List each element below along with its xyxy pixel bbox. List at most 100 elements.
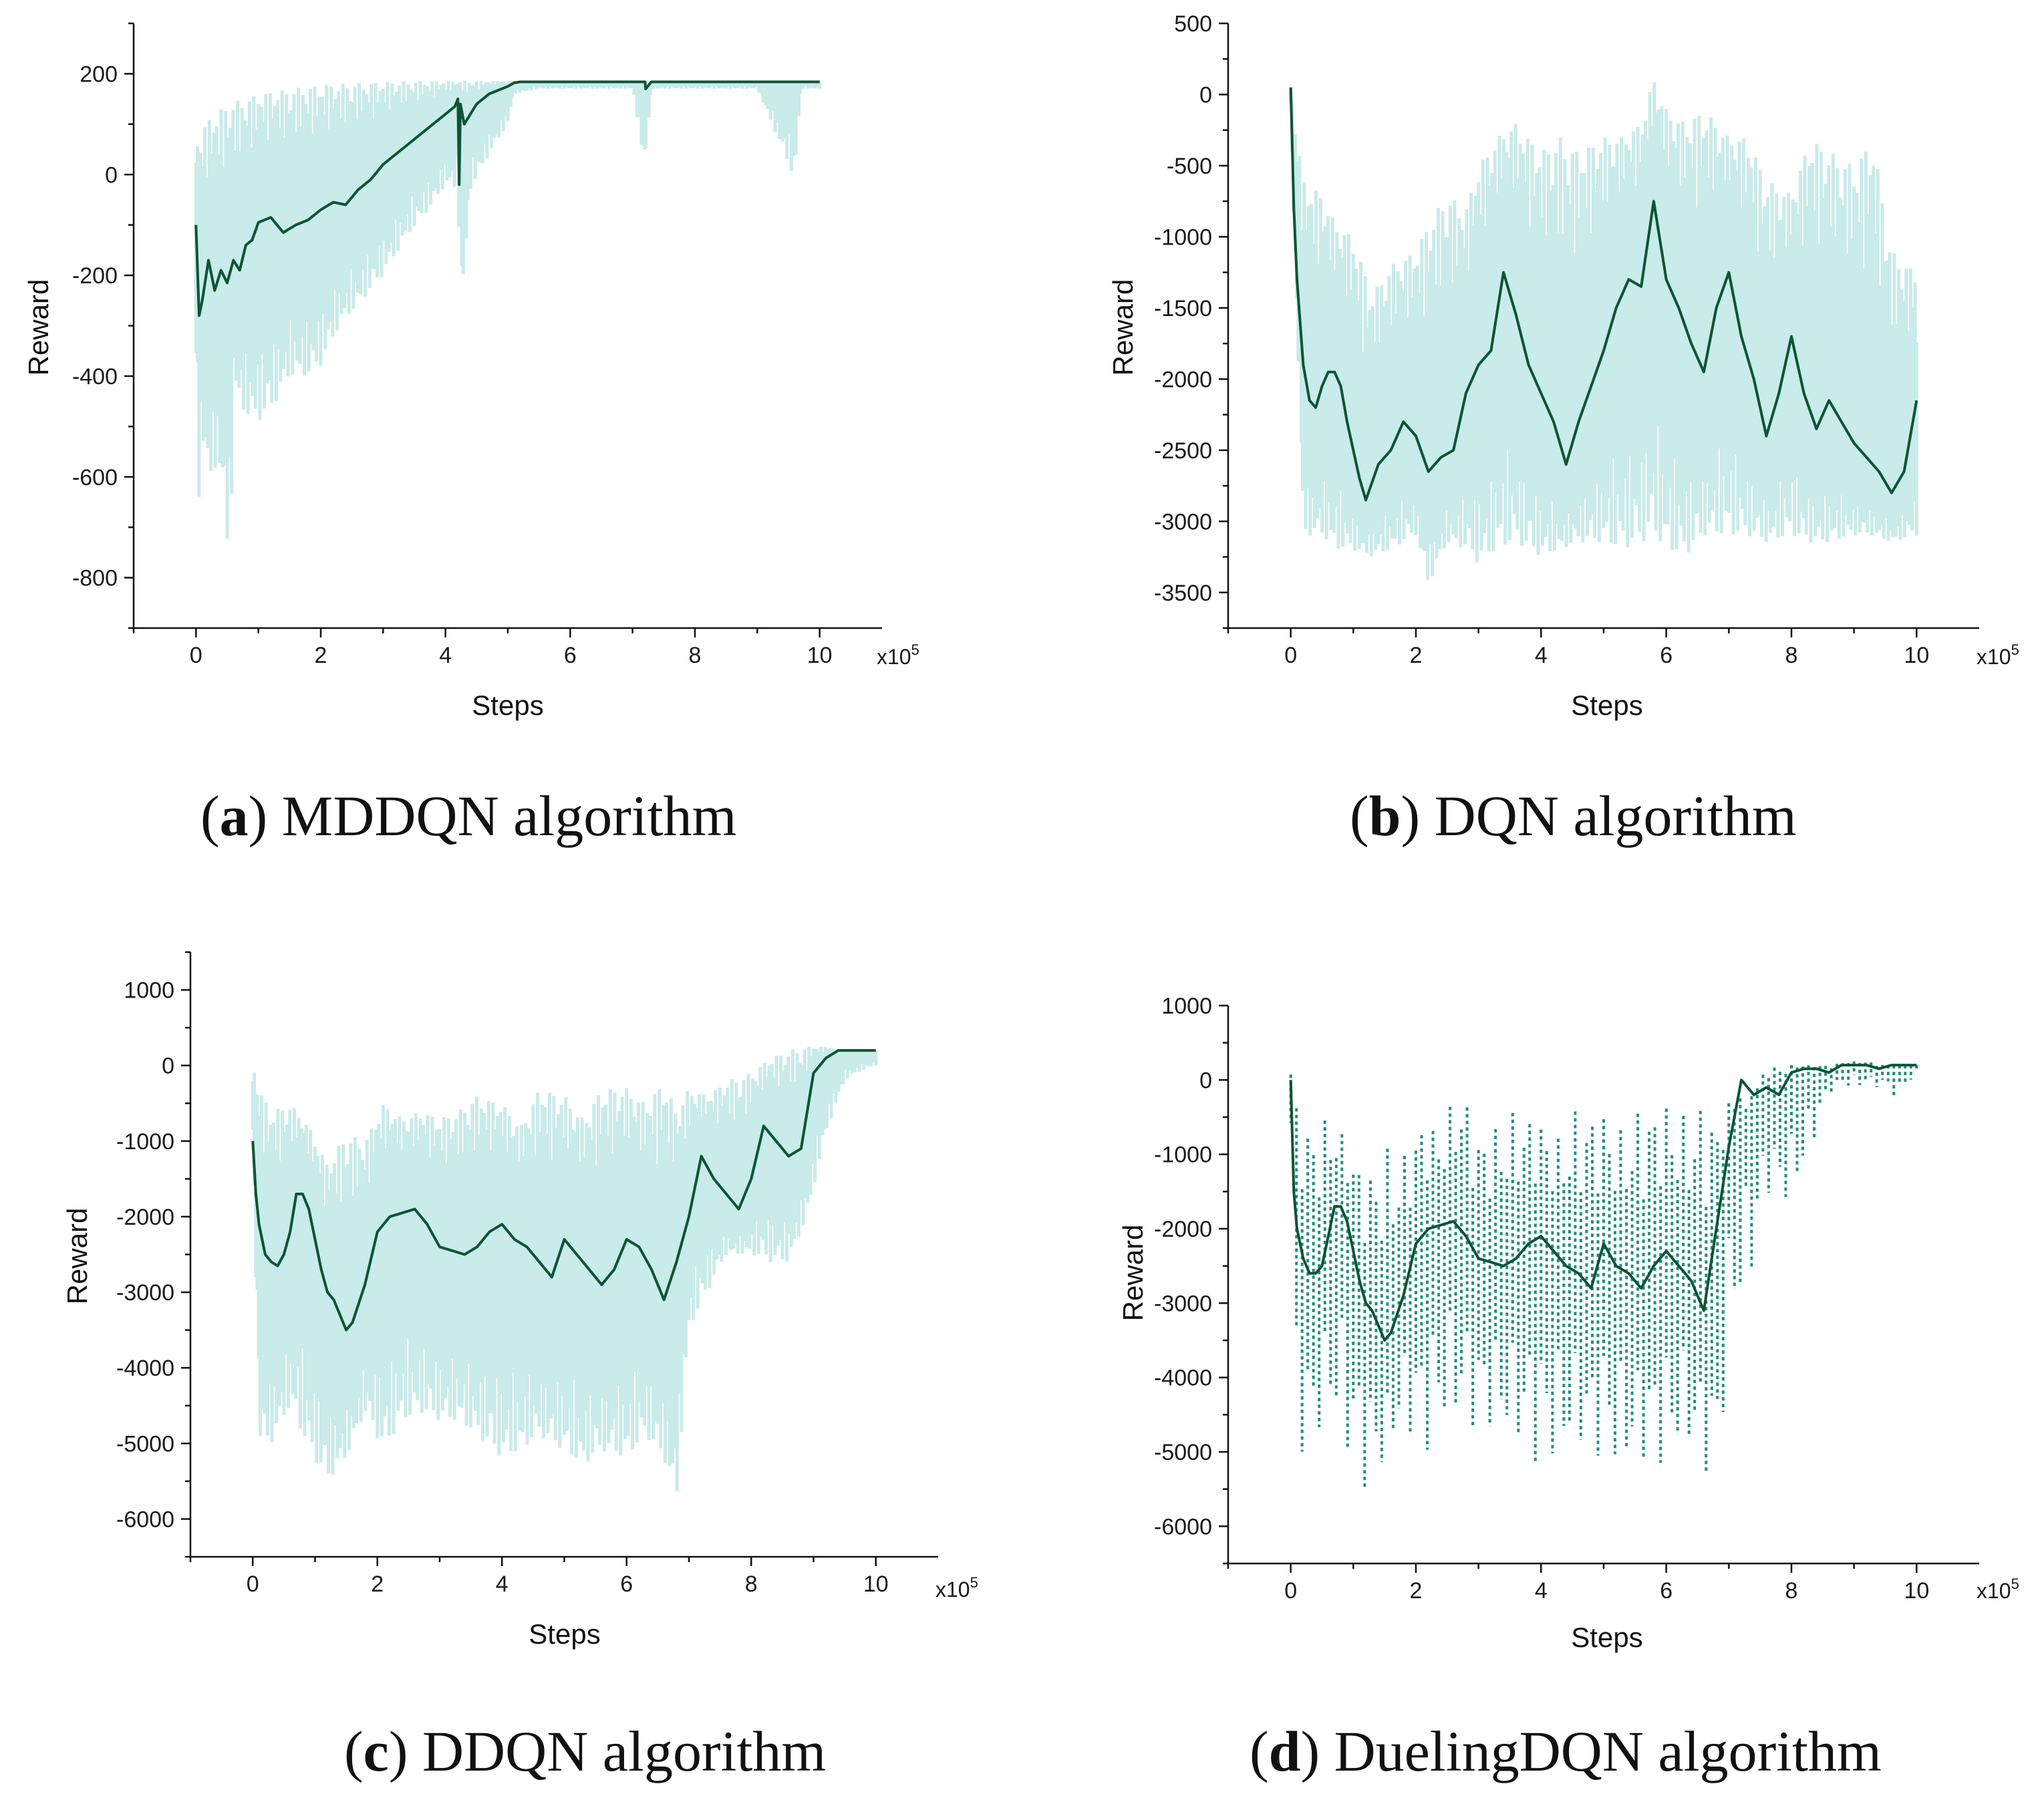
panel-d-xtick-label: 6 [1660, 1578, 1672, 1604]
panel-d-ytick-label: -3000 [1154, 1291, 1212, 1316]
panel-c-x-multiplier: x105 [935, 1574, 978, 1602]
panel-c-x-multiplier-exp: 5 [970, 1574, 978, 1591]
panel-a-ytick-label: -400 [72, 364, 118, 390]
panel-c-caption-text: DDQN algorithm [422, 1719, 826, 1783]
panel-a-xtick-label: 10 [807, 643, 833, 668]
panel-d-caption-letter: d [1269, 1719, 1301, 1783]
panel-d-x-multiplier: x105 [1977, 1576, 2019, 1603]
panel-c: 0 2 4 6 8 10 -6000 -5000 -4000 -3000 -2000 -1000 0 10… [61, 951, 978, 1783]
panel-b-xlabel: Steps [1571, 690, 1642, 721]
panel-d-mean-line [1289, 1064, 1917, 1342]
panel-a-xtick-label: 0 [190, 643, 202, 668]
panel-b-xtick-label: 10 [1904, 643, 1929, 668]
panel-a-xtick-label: 6 [564, 643, 577, 668]
panel-a: 0 2 4 6 8 10 -800 -600 -400 -200 0 200 Steps Reward… [23, 22, 919, 848]
panel-b-caption-text: DQN algorithm [1435, 784, 1797, 848]
panel-a-caption-text: MDDQN algorithm [282, 784, 737, 848]
panel-d-band-strokes [1289, 1061, 1918, 1487]
panel-d-ytick-label: -5000 [1154, 1440, 1212, 1465]
panel-a-x-multiplier-base: x10 [877, 645, 911, 669]
panel-d-plot: 0 2 4 6 8 10 -6000 -5000 -4000 -3000 -2000 -1000 0 10… [1154, 994, 1979, 1604]
panel-d-ytick-label: 0 [1199, 1068, 1212, 1093]
panel-b-plot: 0 2 4 6 8 10 -3500 -3000 -2500 -2000 -1500 -1000 -50… [1154, 11, 1979, 668]
panel-d-ytick-label: -1000 [1154, 1143, 1212, 1168]
panel-b-xtick-label: 4 [1535, 643, 1548, 668]
panel-d-xtick-label: 0 [1284, 1578, 1297, 1604]
panel-b-ytick-label: -500 [1167, 154, 1212, 179]
panel-c-ytick-label: -5000 [116, 1431, 174, 1457]
panel-c-xtick-label: 8 [745, 1572, 758, 1597]
panel-d-caption-text: DuelingDQN algorithm [1334, 1719, 1882, 1783]
panel-a-caption-letter: a [220, 784, 249, 848]
panel-b-mean-line [1289, 87, 1918, 502]
panel-c-ytick-label: -1000 [116, 1129, 174, 1155]
panel-d-x-multiplier-exp: 5 [2011, 1576, 2019, 1592]
panel-d-ytick-label: 1000 [1161, 994, 1212, 1019]
panel-d-x-multiplier-base: x10 [1977, 1579, 2011, 1603]
panel-d-ytick-label: -6000 [1154, 1514, 1212, 1539]
panel-b-x-multiplier-base: x10 [1977, 645, 2011, 669]
panel-b-x-multiplier: x105 [1977, 641, 2019, 669]
panel-c-xlabel: Steps [529, 1618, 600, 1650]
panel-c-band [251, 1046, 878, 1492]
panel-c-caption: (c) DDQN algorithm [344, 1719, 826, 1783]
panel-a-plot: 0 2 4 6 8 10 -800 -600 -400 -200 0 200 [72, 22, 882, 668]
panel-b-ytick-label: -1000 [1154, 224, 1212, 250]
panel-d-caption: (d) DuelingDQN algorithm [1250, 1719, 1882, 1783]
panel-d-ytick-label: -2000 [1154, 1217, 1212, 1242]
panel-a-xlabel: Steps [472, 690, 543, 721]
panel-a-ytick-label: 200 [80, 61, 118, 87]
panel-a-band-strokes [194, 81, 822, 539]
panel-a-mean-line [194, 80, 820, 317]
panel-c-ytick-label: 0 [162, 1054, 174, 1079]
panel-c-ytick-label: -3000 [116, 1280, 174, 1306]
panel-d-ytick-label: -4000 [1154, 1366, 1212, 1391]
panel-c-band-strokes [251, 1046, 878, 1492]
panel-a-ytick-label: -800 [72, 566, 118, 591]
panel-b-xtick-label: 6 [1660, 643, 1672, 668]
panel-a-xtick-label: 8 [689, 643, 702, 668]
panel-c-plot: 0 2 4 6 8 10 -6000 -5000 -4000 -3000 -2000 -1000 0 10… [116, 951, 938, 1597]
panel-c-caption-letter: c [363, 1719, 389, 1783]
panel-b-ytick-label: -2500 [1154, 438, 1212, 464]
panel-d-xlabel: Steps [1571, 1622, 1642, 1653]
panel-b-xtick-label: 2 [1410, 643, 1423, 668]
panel-d-ylabel: Reward [1117, 1225, 1149, 1322]
panel-c-mean-line [251, 1049, 876, 1332]
panel-d-xtick-label: 10 [1904, 1578, 1929, 1604]
panel-d-xtick-label: 8 [1785, 1578, 1798, 1604]
panel-d: 0 2 4 6 8 10 -6000 -5000 -4000 -3000 -2000 -1000 0 10… [1117, 994, 2019, 1783]
panel-c-xtick-label: 10 [863, 1572, 889, 1597]
panel-a-x-multiplier: x105 [877, 641, 919, 669]
panel-b-x-multiplier-exp: 5 [2011, 641, 2019, 658]
panel-c-ytick-label: 1000 [124, 978, 174, 1004]
panel-c-ylabel: Reward [61, 1208, 93, 1305]
panel-d-band [1289, 1061, 1918, 1487]
panel-b-ytick-label: 500 [1174, 11, 1212, 37]
panel-c-xtick-label: 6 [620, 1572, 633, 1597]
panel-b-ytick-label: 0 [1199, 82, 1212, 108]
panel-b-caption-letter: b [1369, 784, 1401, 848]
panel-b: 0 2 4 6 8 10 -3500 -3000 -2500 -2000 -1500 -1000 -50… [1107, 11, 2019, 848]
panel-c-ytick-label: -2000 [116, 1205, 174, 1230]
panel-a-xtick-label: 4 [439, 643, 452, 668]
panel-a-xtick-label: 2 [315, 643, 327, 668]
panel-b-ytick-label: -2000 [1154, 367, 1212, 392]
panel-c-xtick-label: 0 [247, 1572, 259, 1597]
panel-d-xtick-label: 2 [1410, 1578, 1423, 1604]
panel-c-ytick-label: -6000 [116, 1507, 174, 1532]
panel-b-band-strokes [1289, 82, 1918, 580]
panel-d-xtick-label: 4 [1535, 1578, 1548, 1604]
panel-b-xtick-label: 8 [1785, 643, 1798, 668]
panel-a-ytick-label: -600 [72, 465, 118, 490]
panel-b-band [1289, 82, 1918, 580]
panel-b-ylabel: Reward [1107, 279, 1139, 376]
panel-b-caption: (b) DQN algorithm [1350, 784, 1797, 848]
panel-b-ytick-label: -3500 [1154, 581, 1212, 606]
panel-a-ytick-label: -200 [72, 263, 118, 289]
panel-c-xtick-label: 4 [496, 1572, 508, 1597]
panel-c-xtick-label: 2 [371, 1572, 384, 1597]
panel-c-ytick-label: -4000 [116, 1356, 174, 1381]
panel-a-ytick-label: 0 [105, 162, 118, 188]
